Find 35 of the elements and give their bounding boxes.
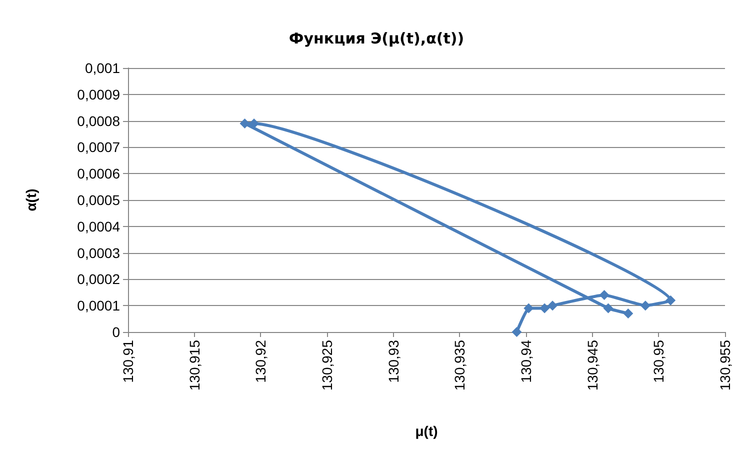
x-tick-label: 130,92 bbox=[252, 340, 269, 383]
point bbox=[512, 327, 522, 337]
x-tick-label: 130,93 bbox=[385, 340, 402, 383]
x-tick-label: 130,95 bbox=[650, 340, 667, 383]
point bbox=[249, 118, 260, 128]
point bbox=[548, 300, 558, 311]
y-tick-label: 0,001 bbox=[84, 60, 120, 76]
x-tick-label: 130,925 bbox=[319, 340, 335, 391]
x-tick-label: 130,955 bbox=[717, 340, 733, 391]
y-tick-label: 0,0005 bbox=[77, 192, 120, 208]
y-tick-label: 0,0006 bbox=[77, 166, 120, 182]
x-axis-title: μ(t) bbox=[415, 423, 438, 439]
x-tick-label: 130,91 bbox=[120, 340, 136, 383]
point bbox=[540, 303, 550, 314]
y-tick-label: 0,0003 bbox=[77, 244, 120, 261]
y-tick-label: 0,0008 bbox=[77, 112, 120, 129]
y-tick-label: 0,0007 bbox=[77, 139, 120, 156]
x-tick-label: 130,945 bbox=[584, 340, 600, 391]
y-tick-label: 0,0002 bbox=[77, 271, 120, 288]
y-tick-label: 0,0001 bbox=[77, 298, 120, 314]
x-tick-label: 130,94 bbox=[518, 340, 534, 383]
y-tick-label: 0,0009 bbox=[77, 86, 120, 102]
point bbox=[524, 303, 534, 314]
point bbox=[603, 303, 614, 314]
y-tick-label: 0,0004 bbox=[77, 218, 120, 234]
point bbox=[240, 118, 250, 128]
point bbox=[640, 300, 650, 311]
x-tick-label: 130,915 bbox=[186, 340, 202, 391]
y-axis-title: α(t) bbox=[23, 188, 39, 212]
x-tick-label: 130,935 bbox=[452, 340, 468, 391]
point bbox=[599, 290, 610, 300]
y-tick-label: 0 bbox=[112, 324, 120, 340]
point bbox=[623, 308, 634, 319]
chart-title: Функция Э(μ(t),α(t)) bbox=[288, 30, 464, 48]
point bbox=[666, 295, 676, 306]
